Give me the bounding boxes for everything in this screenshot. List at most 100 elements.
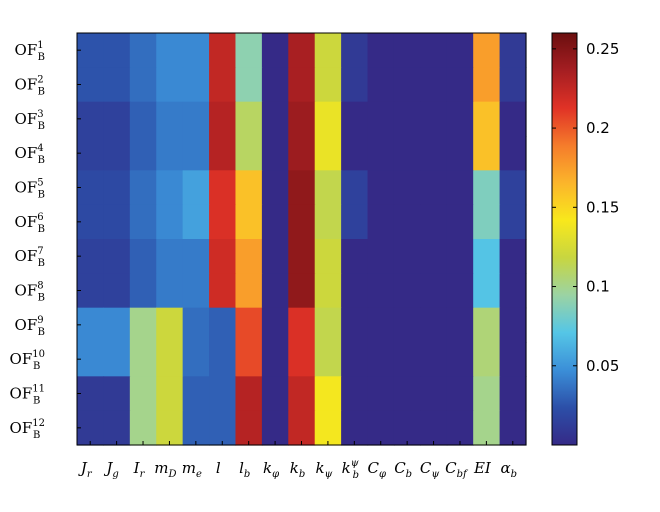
heatmap-cell [420, 136, 448, 171]
heatmap-cell [103, 33, 131, 68]
heatmap-cell [261, 33, 289, 68]
heatmap-cell [261, 273, 289, 309]
heatmap-cell [129, 342, 157, 377]
heatmap-cell [288, 376, 316, 412]
column-label: Cψ [420, 459, 439, 480]
heatmap-cell [341, 342, 369, 377]
heatmap-cell [446, 410, 474, 446]
column-label: Ir [133, 459, 146, 480]
heatmap-cell [367, 342, 395, 377]
heatmap-cell [499, 273, 527, 309]
row-label: OF8 B [15, 281, 45, 304]
heatmap-cell [393, 136, 421, 171]
heatmap-cell [393, 410, 421, 446]
heatmap-cell [235, 239, 263, 274]
heatmap-cell [446, 67, 474, 103]
heatmap-cell [420, 376, 448, 412]
heatmap-cell [156, 136, 184, 171]
heatmap-cell [103, 307, 131, 343]
heatmap-cell [261, 239, 289, 274]
heatmap-cell [393, 239, 421, 274]
heatmap-cell [446, 204, 474, 240]
heatmap-cell [261, 170, 289, 206]
heatmap-cell [77, 67, 105, 103]
heatmap-cell [129, 33, 157, 68]
heatmap-cell [129, 273, 157, 309]
heatmap-cell [473, 67, 501, 103]
heatmap-cell [77, 376, 105, 412]
heatmap-cell [367, 170, 395, 206]
heatmap-cell [367, 204, 395, 240]
heatmap-cell [77, 342, 105, 377]
heatmap-cell [129, 101, 157, 137]
column-label: kφ [263, 459, 279, 480]
heatmap-cell [182, 101, 210, 137]
heatmap-cell [235, 33, 263, 68]
heatmap-cell [499, 342, 527, 377]
heatmap-cell [499, 307, 527, 343]
heatmap-cell [341, 101, 369, 137]
heatmap-cell [420, 204, 448, 240]
heatmap-cell [393, 342, 421, 377]
heatmap-cell [156, 273, 184, 309]
heatmap-cell [156, 307, 184, 343]
heatmap-cell [473, 204, 501, 240]
column-label: lb [239, 459, 250, 480]
heatmap-cell [446, 273, 474, 309]
heatmap-cell [473, 410, 501, 446]
heatmap-cell [446, 342, 474, 377]
heatmap-cell [393, 101, 421, 137]
heatmap-cell [156, 101, 184, 137]
colorbar-tick-label: 0.15 [586, 198, 619, 216]
heatmap-cell [103, 273, 131, 309]
heatmap-cell [182, 273, 210, 309]
heatmap-cell [473, 239, 501, 274]
row-label: OF10 B [10, 349, 45, 372]
heatmap-cell [103, 204, 131, 240]
heatmap-cell [473, 33, 501, 68]
heatmap-cell [393, 204, 421, 240]
heatmap-cell [129, 239, 157, 274]
heatmap-cell [341, 204, 369, 240]
heatmap-cell [446, 376, 474, 412]
heatmap-cell [261, 376, 289, 412]
heatmap-cell [341, 376, 369, 412]
column-label: Cφ [367, 459, 386, 480]
heatmap-cell [209, 204, 237, 240]
heatmap-cell [341, 170, 369, 206]
heatmap-cell [314, 342, 342, 377]
heatmap-cell [261, 101, 289, 137]
heatmap-cell [367, 376, 395, 412]
heatmap-cell [235, 101, 263, 137]
heatmap-cell [209, 101, 237, 137]
heatmap-cell [446, 101, 474, 137]
heatmap-cell [77, 101, 105, 137]
heatmap-cell [473, 101, 501, 137]
heatmap-cell [420, 67, 448, 103]
heatmap-cell [209, 67, 237, 103]
heatmap-cell [314, 204, 342, 240]
heatmap-cell [314, 273, 342, 309]
heatmap-cell [182, 410, 210, 446]
column-label: Cb [394, 459, 412, 480]
heatmap-cell [209, 33, 237, 68]
heatmap-cell [499, 204, 527, 240]
heatmap-cell [420, 307, 448, 343]
heatmap-cell [393, 307, 421, 343]
heatmap-cell [473, 170, 501, 206]
heatmap-cell [314, 67, 342, 103]
heatmap-cell [182, 136, 210, 171]
heatmap-cell [156, 342, 184, 377]
row-label: OF12 B [10, 418, 45, 441]
heatmap-cell [473, 136, 501, 171]
heatmap-cell [499, 101, 527, 137]
heatmap-cell [288, 204, 316, 240]
heatmap-cell [288, 170, 316, 206]
heatmap-cell [288, 67, 316, 103]
colorbar-tick-label: 0.2 [586, 119, 610, 137]
heatmap-cell [156, 170, 184, 206]
heatmap-cell [499, 239, 527, 274]
heatmap-cell [129, 204, 157, 240]
heatmap-cell [367, 307, 395, 343]
